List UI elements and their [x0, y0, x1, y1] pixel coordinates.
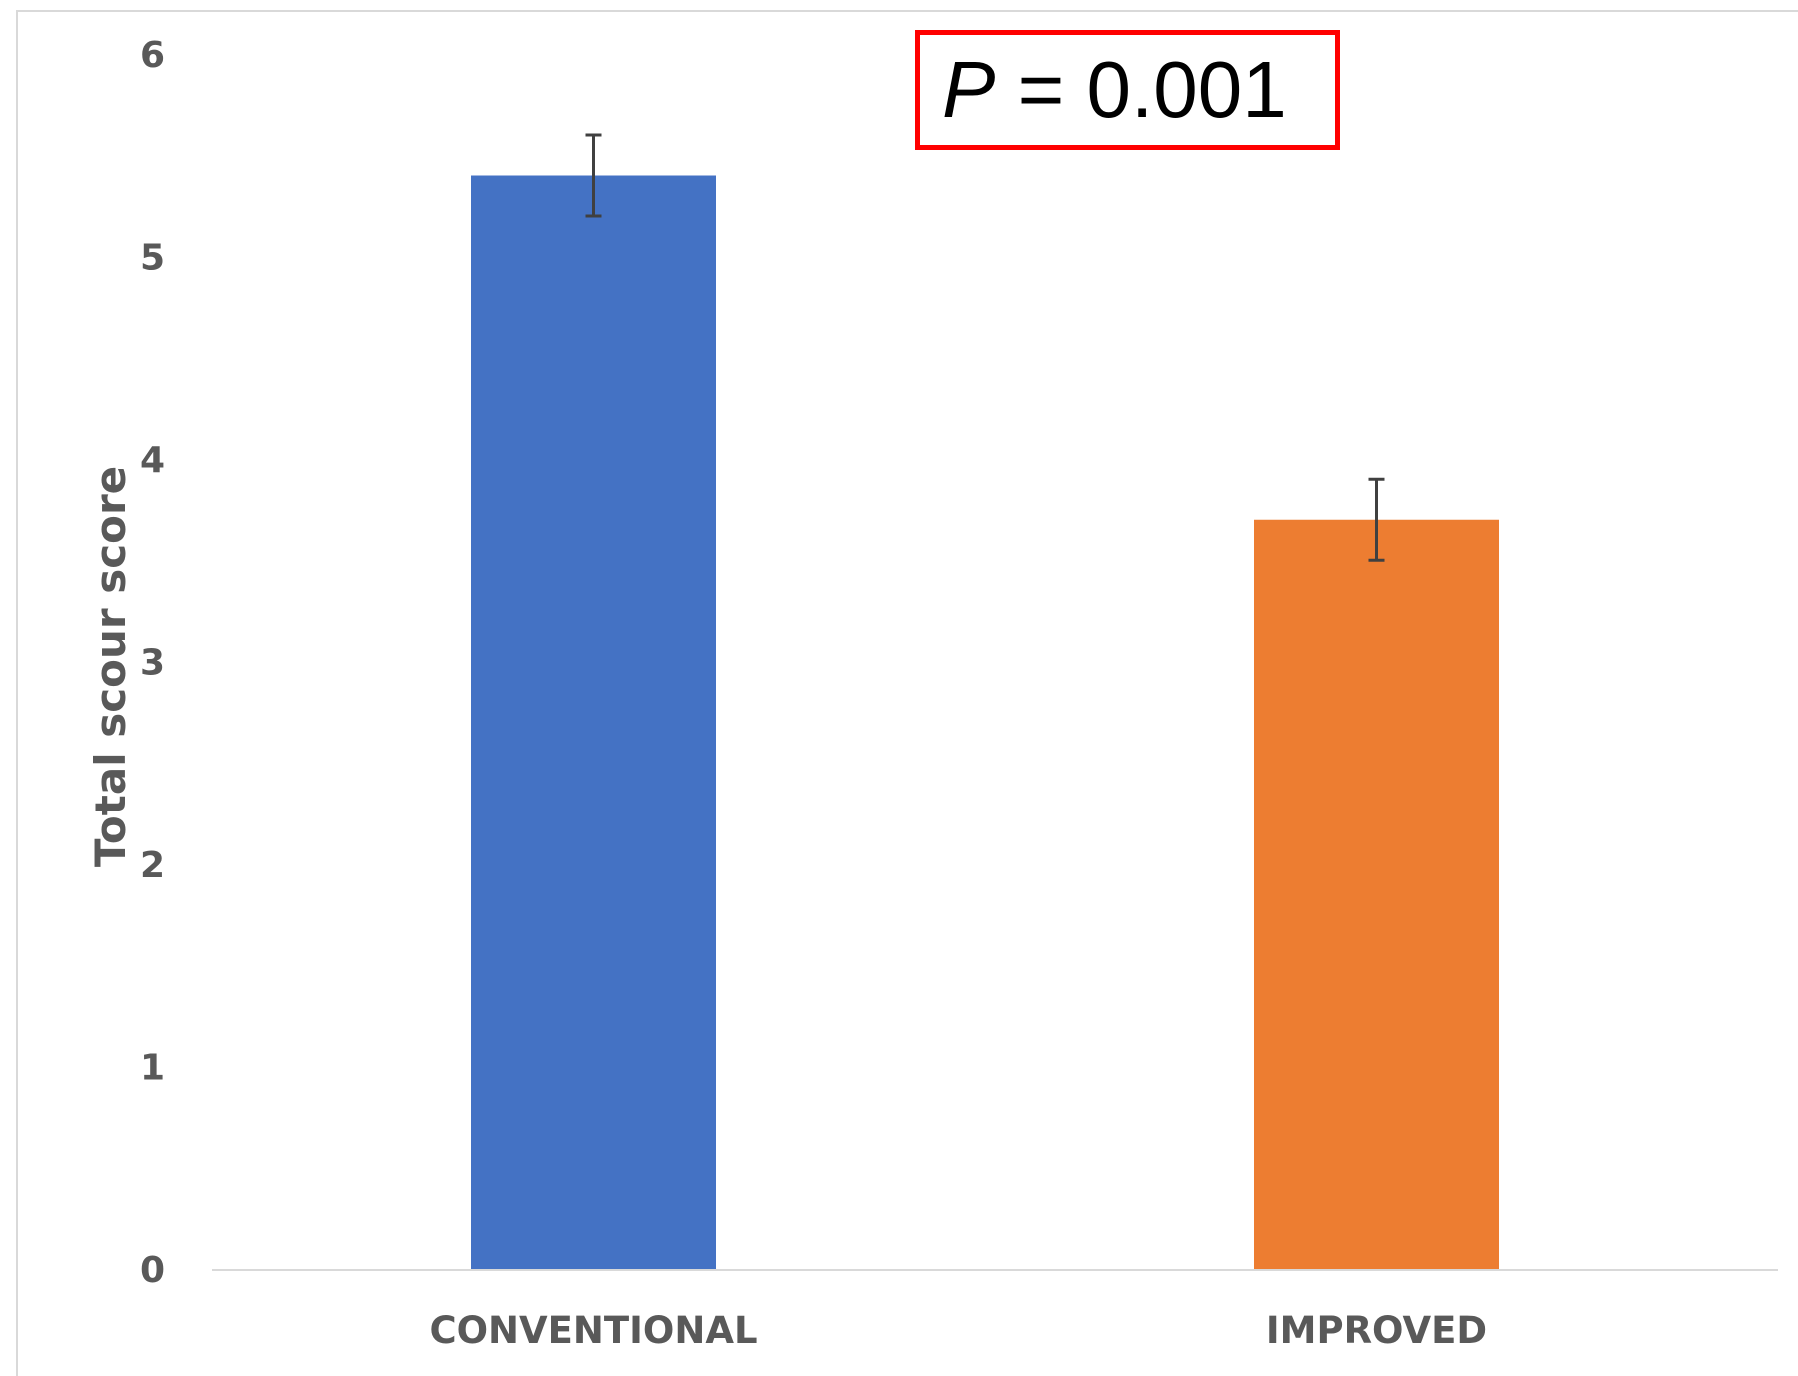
bar-improved: [1254, 519, 1499, 1269]
chart-frame: [16, 10, 1798, 1376]
bars: [471, 175, 1499, 1269]
bar-conventional: [471, 175, 716, 1269]
y-axis-ticks: 0 1 2 3 4 5 6: [140, 35, 165, 1291]
x-category-label: CONVENTIONAL: [429, 1309, 757, 1352]
category-labels: CONVENTIONAL IMPROVED: [429, 1309, 1487, 1352]
error-bar-improved: [1368, 477, 1385, 562]
p-value-annotation: P = 0.001: [915, 30, 1340, 150]
y-tick-label: 2: [140, 845, 165, 886]
y-tick-label: 4: [140, 440, 165, 481]
y-tick-label: 1: [140, 1048, 165, 1089]
y-tick-label: 0: [140, 1250, 165, 1291]
y-axis-title: Total scour score: [86, 466, 135, 867]
y-tick-label: 5: [140, 238, 165, 279]
error-bar-conventional: [585, 133, 602, 218]
x-category-label: IMPROVED: [1266, 1309, 1487, 1352]
error-bars: [585, 133, 1385, 562]
y-tick-label: 3: [140, 643, 165, 684]
y-tick-label: 6: [140, 35, 165, 76]
p-symbol: P: [942, 45, 996, 134]
p-value-text: = 0.001: [995, 45, 1287, 134]
